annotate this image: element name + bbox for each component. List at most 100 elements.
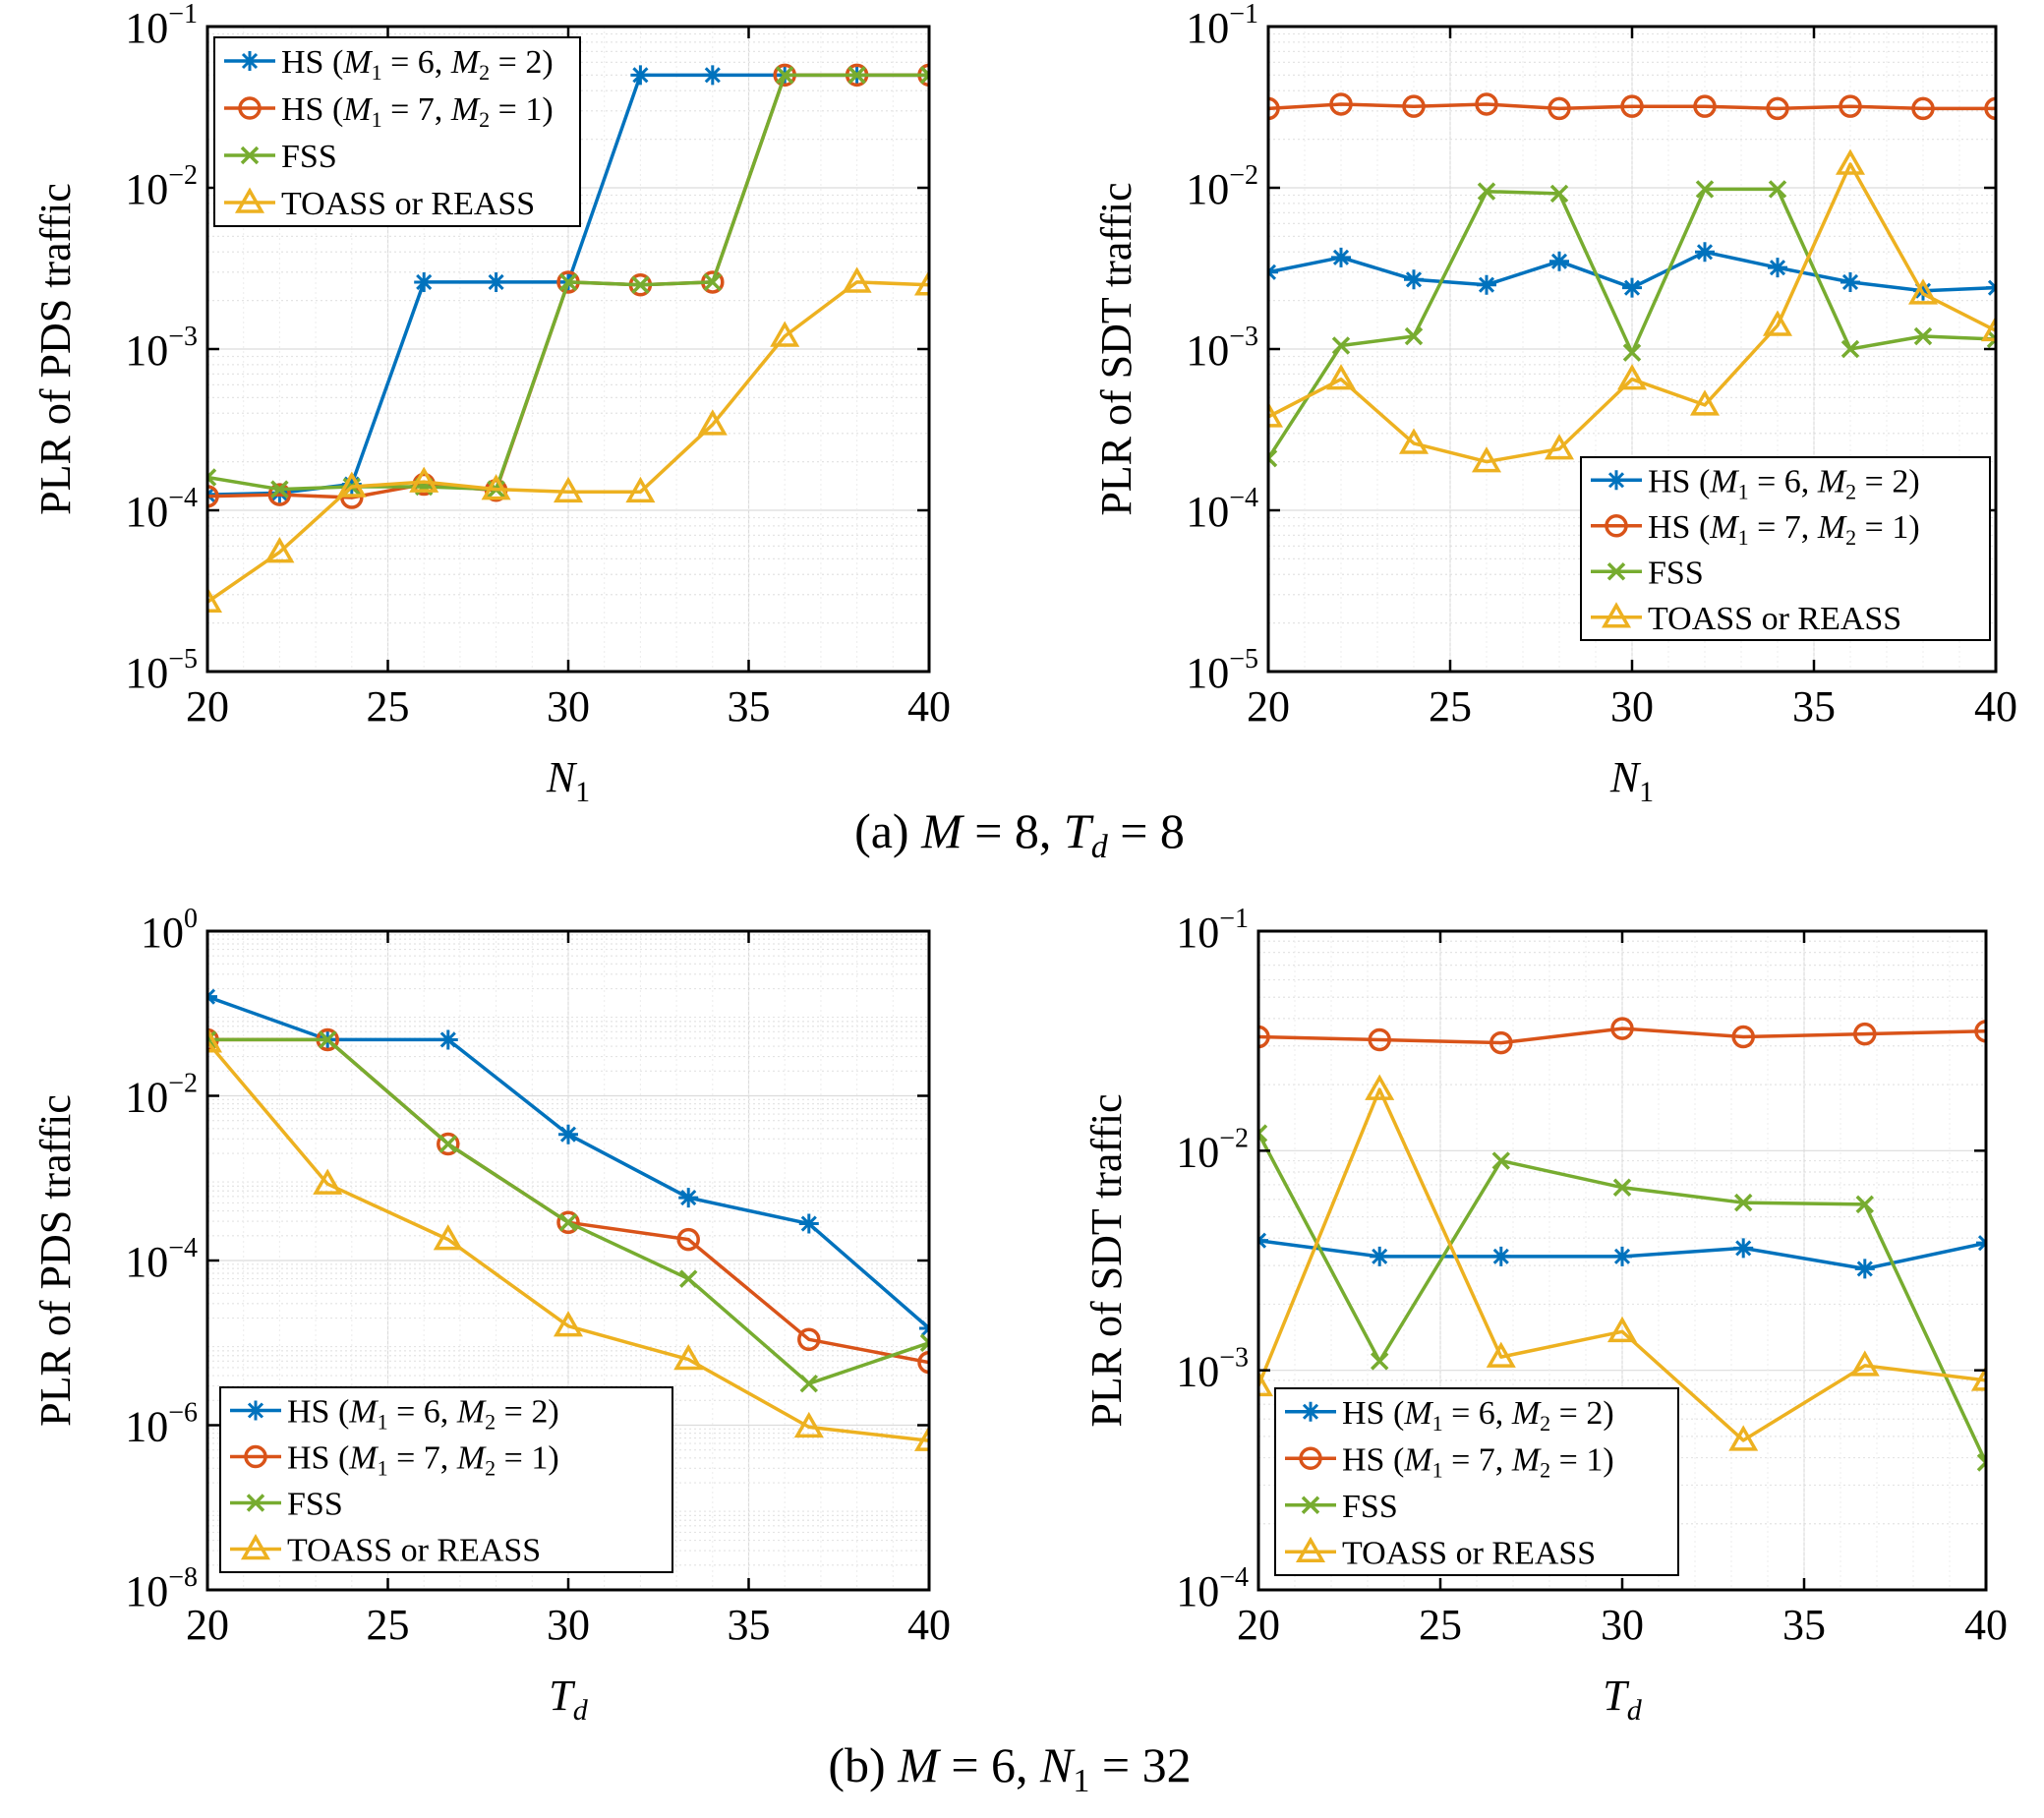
data-point-fss <box>1549 184 1569 204</box>
data-point-hs71 <box>1268 96 1280 121</box>
data-point-fss <box>678 1269 698 1288</box>
data-point-toass <box>433 1224 463 1251</box>
data-point-toass <box>1980 315 1996 342</box>
data-point-hs71 <box>676 1227 700 1252</box>
legend-label-toass: TOASS or REASS <box>287 1533 541 1569</box>
data-point-toass <box>1835 148 1866 175</box>
series-layer <box>207 986 929 1451</box>
data-point-toass <box>1365 1074 1395 1100</box>
y-tick-label: 10−6 <box>125 1398 198 1451</box>
data-point-hs71 <box>1853 1022 1877 1046</box>
series-line-toass <box>207 280 929 604</box>
data-point-fss <box>1855 1195 1875 1214</box>
data-point-fss <box>438 1135 458 1153</box>
legend-label-fss: FSS <box>287 1487 343 1523</box>
data-point-fss <box>799 1374 819 1393</box>
x-tick-label: 40 <box>907 682 951 731</box>
chart-a-left: 20 25 30 35 40 10−5 10−4 10−3 10−2 10−1 PLR of PDS… <box>31 0 951 808</box>
data-point-hs71 <box>917 1350 929 1375</box>
legend: HS (M1 = 6, M2 = 2) HS (M1 = 7, M2 = 1) FS… <box>1580 456 1991 641</box>
chart-b-right: 20 25 30 35 40 10−4 10−3 10−2 10−1 PLR of SDT tra… <box>1082 904 2008 1727</box>
y-axis-label: PLR of PDS traffic <box>31 1094 80 1427</box>
data-point-toass <box>1471 446 1502 473</box>
legend-marker-toass <box>1295 1536 1326 1562</box>
data-point-hs71 <box>1974 1020 1986 1043</box>
x-axis-label: Td <box>1603 1671 1642 1727</box>
data-point-hs62 <box>630 65 651 86</box>
data-point-hs71 <box>207 485 219 508</box>
data-point-hs71 <box>797 1327 821 1352</box>
caption-b: (b) M = 6, N1 = 32 <box>828 1737 1191 1799</box>
series-line-hs71 <box>1268 102 1996 111</box>
data-point-hs62 <box>438 1029 458 1050</box>
data-point-toass <box>1325 364 1357 390</box>
x-tick-label: 20 <box>1247 682 1290 731</box>
y-tick-label: 100 <box>141 904 198 957</box>
data-point-fss <box>1840 339 1860 359</box>
data-point-toass <box>313 1168 343 1195</box>
data-point-hs71 <box>1402 94 1426 118</box>
data-point-fss <box>1370 1352 1389 1371</box>
data-point-hs62 <box>558 1124 578 1144</box>
data-point-hs62 <box>1404 269 1424 290</box>
legend-marker-hs71 <box>1605 514 1628 538</box>
data-point-hs71 <box>1475 92 1498 116</box>
data-point-hs71 <box>1911 96 1935 121</box>
data-point-hs71 <box>1693 94 1717 118</box>
data-point-hs71 <box>267 483 292 506</box>
legend-label-hs71: HS (M1 = 7, M2 = 1) <box>1648 509 1920 550</box>
data-point-hs62 <box>1477 274 1496 295</box>
y-tick-label: 10−4 <box>125 1233 198 1286</box>
y-tick-label: 10−3 <box>1176 1343 1249 1396</box>
data-point-hs62 <box>1840 271 1860 292</box>
x-tick-label: 25 <box>1429 682 1472 731</box>
data-point-hs71 <box>1548 96 1571 121</box>
y-axis-label: PLR of PDS traffic <box>31 183 80 515</box>
data-point-toass <box>481 474 511 500</box>
data-point-hs71 <box>1766 96 1789 121</box>
y-tick-label: 10−8 <box>125 1562 198 1615</box>
legend-label-hs62: HS (M1 = 6, M2 = 2) <box>281 44 554 85</box>
x-tick-label: 30 <box>547 1601 590 1649</box>
data-point-fss <box>847 66 866 85</box>
series-line-toass <box>1258 1087 1986 1442</box>
data-point-toass <box>1728 1425 1759 1451</box>
data-point-hs71 <box>1258 1025 1270 1049</box>
data-point-toass <box>1258 1370 1274 1397</box>
data-point-fss <box>1695 180 1715 199</box>
data-point-hs62 <box>1549 251 1569 271</box>
series-layer <box>1258 1017 1986 1472</box>
legend-label-fss: FSS <box>1648 555 1704 591</box>
data-point-toass <box>1486 1341 1516 1368</box>
chart-a-right: 20 25 30 35 40 10−5 10−4 10−3 10−2 10−1 PLR of SDT… <box>1092 0 2017 808</box>
data-point-hs62 <box>341 474 362 495</box>
data-point-toass <box>1970 1365 1986 1391</box>
data-point-toass <box>1544 434 1575 460</box>
data-point-hs71 <box>1610 1017 1634 1040</box>
data-point-toass <box>913 1425 929 1451</box>
data-point-fss <box>1612 1178 1632 1197</box>
data-point-hs71 <box>1489 1030 1513 1055</box>
legend-label-hs62: HS (M1 = 6, M2 = 2) <box>287 1394 559 1435</box>
legend-label-hs71: HS (M1 = 7, M2 = 1) <box>281 91 554 132</box>
legend: HS (M1 = 6, M2 = 2) HS (M1 = 7, M2 = 1) FS… <box>219 1386 673 1573</box>
data-point-hs71 <box>556 1210 580 1235</box>
data-point-fss <box>558 272 578 292</box>
data-point-toass <box>1606 1316 1638 1343</box>
y-tick-label: 10−5 <box>125 644 198 697</box>
data-point-fss <box>207 1030 217 1049</box>
data-point-hs62 <box>1490 1246 1511 1266</box>
series-layer <box>1268 92 1996 473</box>
data-point-hs62 <box>1622 277 1642 298</box>
data-point-hs62 <box>702 65 723 86</box>
legend-label-fss: FSS <box>281 139 337 175</box>
legend-marker-fss <box>246 1494 265 1512</box>
data-point-hs62 <box>1768 258 1787 278</box>
x-axis-label: N1 <box>546 753 590 808</box>
y-tick-label: 10−3 <box>1186 322 1258 375</box>
legend-label-hs71: HS (M1 = 7, M2 = 1) <box>1342 1441 1614 1482</box>
legend-marker-toass <box>1601 602 1632 628</box>
data-point-fss <box>919 1333 929 1352</box>
y-tick-label: 10−1 <box>1186 0 1258 52</box>
